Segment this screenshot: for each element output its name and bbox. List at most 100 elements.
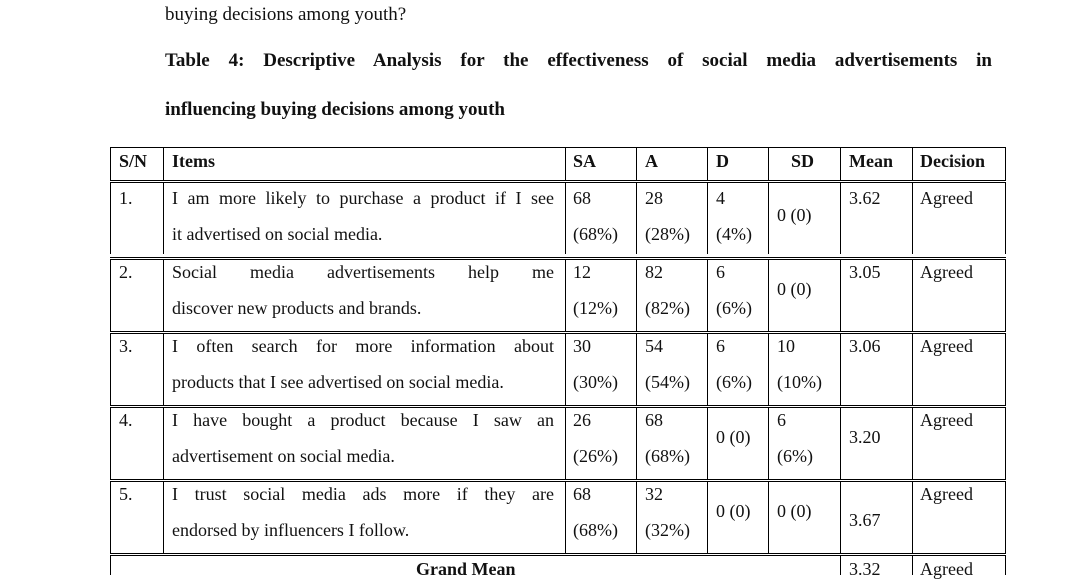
row-sa-percent: (68%) (573, 520, 618, 540)
row-decision: Agreed (920, 262, 973, 282)
table-rule (110, 555, 1006, 556)
table-column-rule (707, 481, 708, 553)
row-sa-count: 68 (573, 188, 591, 208)
row-a-percent: (68%) (645, 446, 690, 466)
row-sd-percent: (10%) (777, 372, 822, 392)
row-sd-value: 0 (0) (777, 501, 812, 521)
table-rule (110, 259, 1006, 260)
row-a-count: 28 (645, 188, 663, 208)
table-column-rule (707, 147, 708, 181)
header-mean: Mean (849, 151, 893, 171)
table-column-rule (768, 259, 769, 331)
header-sa: SA (573, 151, 597, 171)
header-sn: S/N (119, 151, 148, 171)
row-a-percent: (54%) (645, 372, 690, 392)
row-a-percent: (82%) (645, 298, 690, 318)
table-column-rule (163, 407, 164, 479)
table-rule (110, 405, 1006, 406)
row-item-line-2: endorsed by influencers I follow. (172, 520, 410, 540)
table-column-rule (912, 147, 913, 181)
table-column-rule (840, 147, 841, 181)
row-mean: 3.20 (849, 427, 881, 447)
table-column-rule (636, 407, 637, 479)
row-d-percent: (6%) (716, 298, 752, 318)
row-a-count: 54 (645, 336, 663, 356)
table-rule (110, 407, 1006, 408)
table-column-rule (840, 259, 841, 331)
row-item-line-2: it advertised on social media. (172, 224, 383, 244)
row-sn: 1. (119, 188, 133, 208)
header-items: Items (172, 151, 215, 171)
table-column-rule (1005, 147, 1006, 181)
row-item-line-1: I often search for more information abou… (172, 336, 554, 356)
table-column-rule (707, 407, 708, 479)
row-item-line-1: Social media advertisements help me (172, 262, 554, 282)
grand-mean-label: Grand Mean (416, 559, 516, 579)
row-sd-count: 10 (777, 336, 795, 356)
row-d-count: 4 (716, 188, 725, 208)
row-item-line-1: I have bought a product because I saw an (172, 410, 554, 430)
table-column-rule (565, 182, 566, 254)
table-column-rule (1005, 407, 1006, 479)
table-column-rule (912, 407, 913, 479)
table-column-rule (110, 147, 111, 181)
table-column-rule (110, 407, 111, 479)
table-column-rule (636, 333, 637, 405)
row-d-value: 0 (0) (716, 501, 751, 521)
row-sn: 4. (119, 410, 133, 430)
row-sd-percent: (6%) (777, 446, 813, 466)
grand-mean-decision: Agreed (920, 559, 973, 579)
row-sd-value: 0 (0) (777, 205, 812, 225)
row-item-line-2: products that I see advertised on social… (172, 372, 504, 392)
row-a-count: 32 (645, 484, 663, 504)
table-column-rule (565, 259, 566, 331)
table-column-rule (110, 481, 111, 553)
table-rule (110, 147, 1006, 148)
table-column-rule (768, 147, 769, 181)
table-column-rule (840, 333, 841, 405)
row-sa-percent: (30%) (573, 372, 618, 392)
table-column-rule (110, 555, 111, 575)
previous-paragraph-tail: buying decisions among youth? (165, 4, 407, 25)
table-rule (110, 331, 1006, 332)
row-d-percent: (4%) (716, 224, 752, 244)
table-column-rule (163, 147, 164, 181)
table-column-rule (565, 407, 566, 479)
table-column-rule (636, 481, 637, 553)
table-column-rule (110, 333, 111, 405)
table-column-rule (565, 481, 566, 553)
header-decision: Decision (920, 151, 985, 171)
row-decision: Agreed (920, 410, 973, 430)
row-mean: 3.05 (849, 262, 881, 282)
table-rule (110, 180, 1006, 181)
row-d-count: 6 (716, 262, 725, 282)
grand-mean-value: 3.32 (849, 559, 881, 579)
table-column-rule (163, 481, 164, 553)
table-column-rule (768, 182, 769, 254)
table-column-rule (840, 407, 841, 479)
row-mean: 3.06 (849, 336, 881, 356)
row-item-line-2: advertisement on social media. (172, 446, 395, 466)
row-sa-percent: (12%) (573, 298, 618, 318)
table-column-rule (1005, 333, 1006, 405)
table-column-rule (565, 147, 566, 181)
row-d-count: 6 (716, 336, 725, 356)
row-decision: Agreed (920, 336, 973, 356)
table-column-rule (163, 182, 164, 254)
table-column-rule (768, 481, 769, 553)
table-rule (110, 333, 1006, 334)
row-sa-count: 68 (573, 484, 591, 504)
table-column-rule (912, 333, 913, 405)
header-a: A (645, 151, 658, 171)
table-column-rule (1005, 555, 1006, 575)
table-column-rule (840, 182, 841, 254)
row-item-line-2: discover new products and brands. (172, 298, 422, 318)
table-column-rule (912, 555, 913, 575)
table-column-rule (707, 182, 708, 254)
row-a-count: 82 (645, 262, 663, 282)
table-column-rule (1005, 481, 1006, 553)
table-caption-line-2: influencing buying decisions among youth (165, 99, 505, 120)
row-sn: 5. (119, 484, 133, 504)
table-column-rule (1005, 182, 1006, 254)
table-column-rule (840, 555, 841, 575)
